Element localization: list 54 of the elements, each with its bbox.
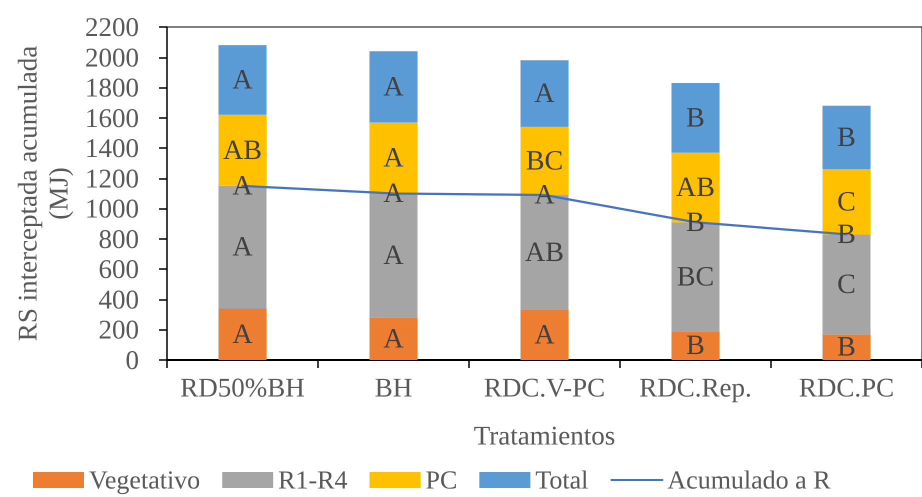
data-label: A bbox=[383, 142, 404, 174]
y-tick-label: 1400 bbox=[85, 133, 139, 164]
y-tick-label: 200 bbox=[98, 314, 139, 345]
data-label: C bbox=[837, 186, 856, 218]
data-label: A bbox=[534, 180, 556, 211]
data-label: A bbox=[232, 64, 254, 96]
y-tick-label: 0 bbox=[126, 345, 139, 375]
y-axis-title: RS interceptada acumulada (MJ) bbox=[12, 46, 74, 342]
y-tick-label: 1800 bbox=[85, 72, 139, 103]
data-label: B bbox=[837, 332, 856, 363]
data-label: BC bbox=[526, 145, 564, 176]
legend-label: Total bbox=[535, 466, 588, 494]
data-label: A bbox=[232, 232, 254, 263]
bar bbox=[218, 45, 266, 115]
data-label: BC bbox=[676, 261, 714, 292]
data-label: B bbox=[686, 102, 705, 134]
data-label: B bbox=[837, 122, 856, 153]
y-tick-label: 1600 bbox=[85, 102, 139, 133]
y-tick-label: 800 bbox=[98, 224, 139, 254]
y-tick-label: 1000 bbox=[85, 194, 139, 224]
bar bbox=[672, 83, 720, 153]
x-tick-label: BH bbox=[374, 372, 412, 402]
x-tick-label: RD50%BH bbox=[180, 372, 305, 402]
y-tick-label: 2000 bbox=[85, 42, 139, 72]
bar bbox=[370, 318, 418, 360]
data-label: A bbox=[534, 78, 556, 110]
data-label: C bbox=[837, 268, 856, 300]
bar bbox=[520, 60, 568, 127]
bar bbox=[672, 331, 720, 360]
data-label: AB bbox=[525, 237, 564, 268]
legend-label: PC bbox=[426, 466, 458, 494]
y-tick-label: 400 bbox=[98, 284, 139, 314]
data-label: B bbox=[686, 330, 705, 362]
data-label: AB bbox=[676, 172, 715, 203]
bar bbox=[370, 51, 418, 122]
legend-label: R1-R4 bbox=[278, 466, 348, 494]
y-tick-label: 600 bbox=[98, 254, 139, 284]
x-tick-label: RDC.Rep. bbox=[639, 372, 752, 402]
bar bbox=[822, 106, 870, 170]
x-axis-title: Tratamientos bbox=[474, 420, 616, 450]
data-label: A bbox=[534, 320, 556, 351]
data-label: A bbox=[383, 71, 404, 102]
data-label: A bbox=[232, 318, 254, 350]
y-tick-label: 2200 bbox=[85, 12, 139, 42]
data-label: A bbox=[383, 240, 404, 272]
x-tick-label: RDC.PC bbox=[798, 372, 894, 402]
data-label: A bbox=[383, 323, 404, 354]
bar bbox=[218, 308, 266, 360]
bar bbox=[520, 310, 568, 360]
legend-label: Acumulado a R bbox=[667, 466, 832, 494]
legend-label: Vegetativo bbox=[89, 466, 200, 494]
x-tick-label: RDC.V-PC bbox=[484, 372, 606, 402]
data-label: AB bbox=[223, 134, 262, 166]
y-tick-label: 1200 bbox=[85, 163, 139, 194]
